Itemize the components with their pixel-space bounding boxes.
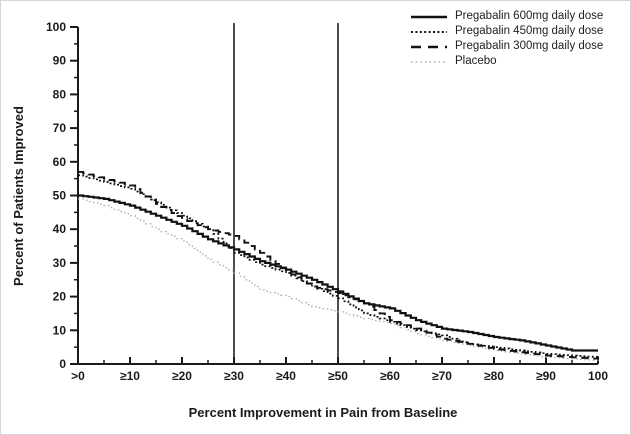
y-tick-label: 60: [53, 155, 67, 169]
x-tick-label: ≥40: [276, 369, 296, 383]
x-tick-label: >0: [71, 369, 85, 383]
series-line-0: [78, 194, 598, 352]
y-tick-label: 0: [59, 357, 66, 371]
light-dotted-line-icon: [410, 58, 448, 66]
legend-label: Pregabalin 300mg daily dose: [455, 40, 604, 52]
legend-item-placebo: Placebo: [410, 55, 603, 68]
y-tick-label: 20: [53, 290, 67, 304]
x-tick-label: ≥20: [172, 369, 192, 383]
x-tick-label: ≥10: [120, 369, 140, 383]
legend-item-450mg: Pregabalin 450mg daily dose: [410, 25, 603, 38]
solid-line-icon: [410, 13, 448, 21]
x-tick-label: ≥90: [536, 369, 556, 383]
x-tick-label: ≥80: [484, 369, 504, 383]
reference-lines: [233, 23, 339, 364]
y-axis-title: Percent of Patients Improved: [11, 106, 26, 286]
x-tick-label: ≥50: [328, 369, 348, 383]
legend-item-300mg: Pregabalin 300mg daily dose: [410, 40, 603, 53]
y-tick-label: 10: [53, 323, 67, 337]
x-tick-label: ≥70: [432, 369, 452, 383]
y-tick-label: 70: [53, 121, 67, 135]
y-tick-label: 100: [46, 20, 66, 34]
series-lines: [78, 170, 599, 361]
y-tick-label: 90: [53, 54, 67, 68]
y-tick-label: 80: [53, 87, 67, 101]
x-tick-label: ≥60: [380, 369, 400, 383]
y-tick-label: 40: [53, 222, 67, 236]
x-tick-label: 100: [588, 369, 608, 383]
dotted-line-icon: [410, 28, 448, 36]
legend-label: Pregabalin 600mg daily dose: [455, 10, 604, 22]
series-line-1: [78, 174, 599, 358]
y-tick-label: 30: [53, 256, 67, 270]
legend-item-600mg: Pregabalin 600mg daily dose: [410, 10, 603, 23]
dashed-line-icon: [410, 43, 448, 51]
x-tick-label: ≥30: [224, 369, 244, 383]
y-tick-label: 50: [53, 189, 67, 203]
x-axis-title: Percent Improvement in Pain from Baselin…: [189, 405, 458, 420]
legend-label: Pregabalin 450mg daily dose: [455, 25, 604, 37]
axes: 0 10 20 30 40 50 60 70 80 90 100 >0 ≥10 ≥20 ≥30 ≥40 ≥50 ≥…: [46, 20, 608, 383]
series-line-3: [78, 198, 599, 361]
legend: Pregabalin 600mg daily dose Pregabalin 4…: [410, 10, 603, 68]
legend-label: Placebo: [455, 55, 497, 67]
